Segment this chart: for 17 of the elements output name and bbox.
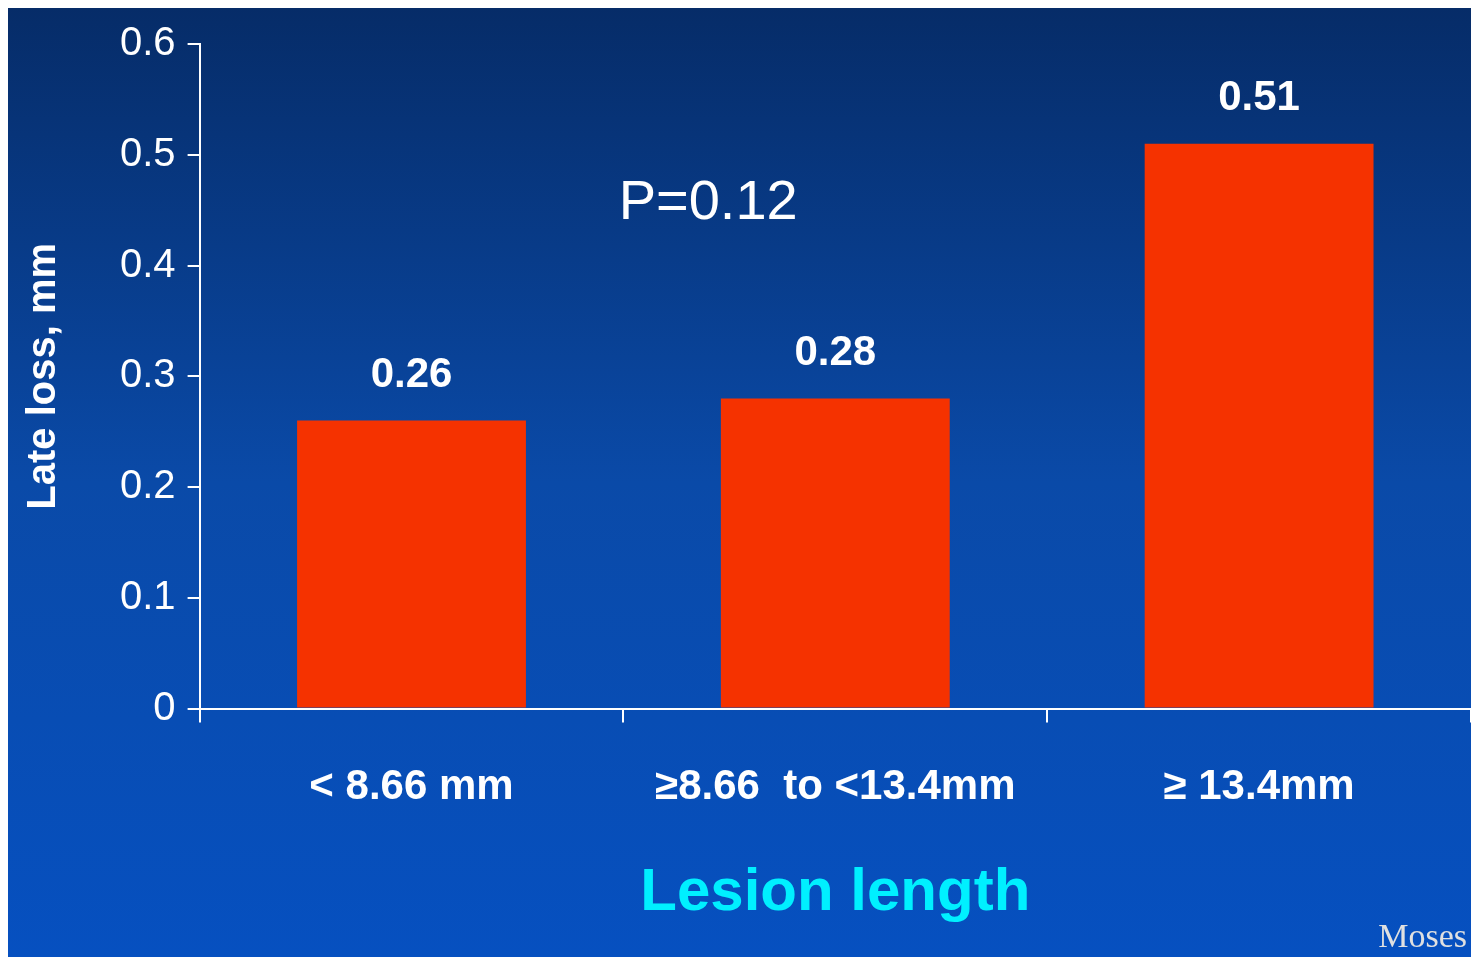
data-label: 0.26 <box>370 349 453 397</box>
x-tick-label: < 8.66 mm <box>309 761 514 809</box>
y-tick-label: 0.5 <box>120 129 176 174</box>
y-tick-label: 0 <box>153 683 176 728</box>
x-axis-title: Lesion length <box>640 855 1031 923</box>
y-tick-label: 0.2 <box>120 462 176 507</box>
data-label: 0.51 <box>1218 72 1300 120</box>
y-tick-label: 0.1 <box>120 572 176 617</box>
y-tick-label: 0.4 <box>120 240 176 285</box>
y-axis-title: Late loss, mm <box>19 242 64 510</box>
x-tick-label: ≥8.66 to <13.4mm <box>655 761 1016 809</box>
annotation: P=0.12 <box>618 168 798 232</box>
data-label: 0.28 <box>794 327 877 375</box>
x-tick-label: ≥ 13.4mm <box>1163 761 1355 809</box>
y-tick-label: 0.3 <box>120 351 176 396</box>
y-tick-label: 0.6 <box>120 19 176 64</box>
text: Moses <box>1378 916 1467 954</box>
